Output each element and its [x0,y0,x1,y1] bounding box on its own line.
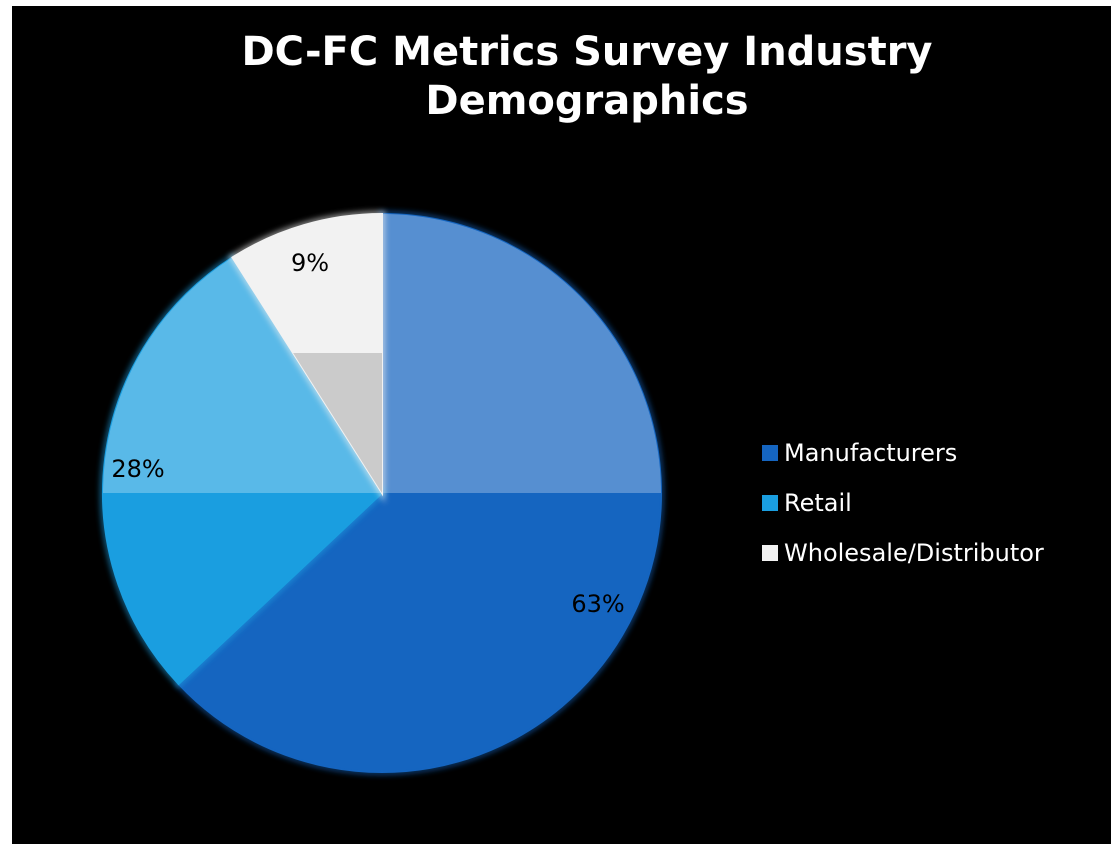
data-label-manufacturers: 63% [571,590,624,618]
legend-swatch-manufacturers [762,445,778,461]
legend-label-wholesale: Wholesale/Distributor [784,539,1044,567]
chart-area: DC-FC Metrics Survey Industry Demographi… [12,6,1111,844]
legend-item-retail: Retail [762,478,1044,528]
legend-swatch-wholesale [762,545,778,561]
legend-item-wholesale: Wholesale/Distributor [762,528,1044,578]
legend-item-manufacturers: Manufacturers [762,428,1044,478]
legend-label-retail: Retail [784,489,852,517]
legend: Manufacturers Retail Wholesale/Distribut… [762,428,1044,578]
slice-retail [102,256,384,686]
pie-chart: 63% 28% 9% [100,210,664,775]
data-label-wholesale: 9% [291,249,329,277]
legend-swatch-retail [762,495,778,511]
legend-label-manufacturers: Manufacturers [784,439,958,467]
chart-title: DC-FC Metrics Survey Industry Demographi… [241,29,933,124]
slice-manufacturers [177,212,662,773]
data-label-retail: 28% [111,455,164,483]
